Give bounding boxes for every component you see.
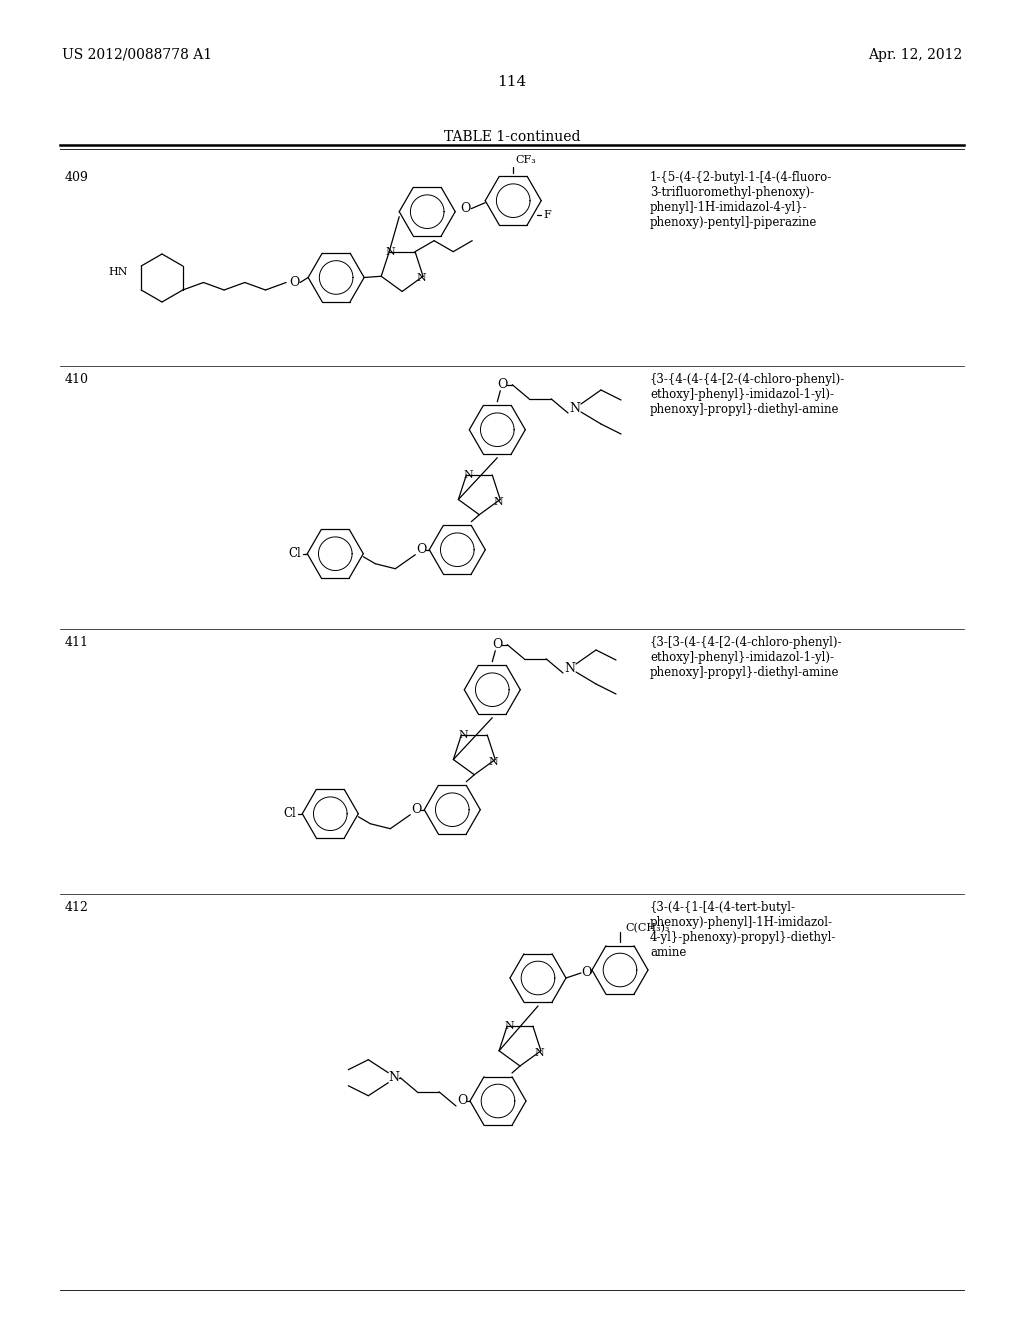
Text: O: O (460, 202, 470, 215)
Text: O: O (497, 379, 508, 391)
Text: N: N (569, 401, 581, 414)
Text: N: N (416, 273, 426, 284)
Text: N: N (494, 496, 503, 507)
Text: {3-[3-(4-{4-[2-(4-chloro-phenyl)-
ethoxy]-phenyl}-imidazol-1-yl)-
phenoxy]-propy: {3-[3-(4-{4-[2-(4-chloro-phenyl)- ethoxy… (650, 636, 843, 678)
Text: C(CH₃)₃: C(CH₃)₃ (625, 923, 670, 933)
Text: N: N (389, 1072, 399, 1084)
Text: O: O (411, 803, 422, 816)
Text: {3-(4-{1-[4-(4-tert-butyl-
phenoxy)-phenyl]-1H-imidazol-
4-yl}-phenoxy)-propyl}-: {3-(4-{1-[4-(4-tert-butyl- phenoxy)-phen… (650, 902, 837, 960)
Text: N: N (385, 247, 395, 256)
Text: N: N (459, 730, 468, 741)
Text: CF₃: CF₃ (515, 154, 536, 165)
Text: F: F (544, 210, 551, 219)
Text: N: N (464, 470, 473, 480)
Text: O: O (493, 638, 503, 651)
Text: 409: 409 (65, 172, 89, 183)
Text: N: N (488, 756, 498, 767)
Text: HN: HN (109, 267, 128, 277)
Text: Apr. 12, 2012: Apr. 12, 2012 (867, 48, 962, 62)
Text: N: N (535, 1048, 544, 1057)
Text: US 2012/0088778 A1: US 2012/0088778 A1 (62, 48, 212, 62)
Text: N: N (564, 661, 575, 675)
Text: 410: 410 (65, 374, 89, 385)
Text: {3-{4-(4-{4-[2-(4-chloro-phenyl)-
ethoxy]-phenyl}-imidazol-1-yl)-
phenoxy]-propy: {3-{4-(4-{4-[2-(4-chloro-phenyl)- ethoxy… (650, 374, 845, 416)
Text: O: O (416, 544, 426, 556)
Text: 412: 412 (65, 902, 89, 913)
Text: Cl: Cl (289, 548, 301, 560)
Text: O: O (457, 1094, 467, 1107)
Text: O: O (289, 276, 299, 289)
Text: 114: 114 (498, 75, 526, 88)
Text: 411: 411 (65, 636, 89, 649)
Text: TABLE 1-continued: TABLE 1-continued (443, 129, 581, 144)
Text: O: O (581, 966, 591, 979)
Text: Cl: Cl (284, 808, 296, 820)
Text: N: N (504, 1022, 514, 1031)
Text: 1-{5-(4-{2-butyl-1-[4-(4-fluoro-
3-trifluoromethyl-phenoxy)-
phenyl]-1H-imidazol: 1-{5-(4-{2-butyl-1-[4-(4-fluoro- 3-trifl… (650, 172, 833, 228)
